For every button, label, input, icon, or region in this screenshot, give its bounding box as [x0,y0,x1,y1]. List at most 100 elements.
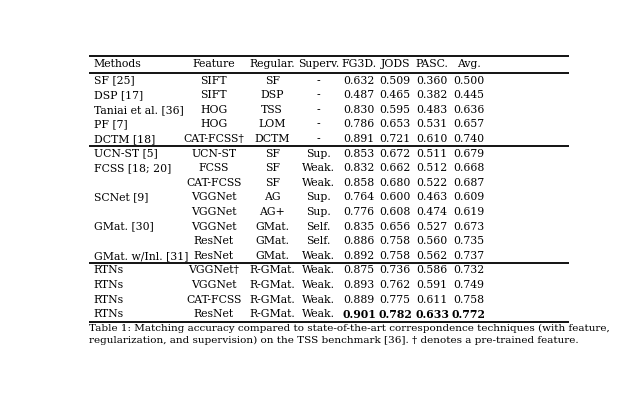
Text: Sup.: Sup. [306,207,331,217]
Text: VGGNet†: VGGNet† [188,265,239,275]
Text: 0.662: 0.662 [380,163,411,173]
Text: ResNet: ResNet [194,251,234,261]
Text: 0.875: 0.875 [344,265,375,275]
Text: 0.893: 0.893 [344,280,375,290]
Text: VGGNet: VGGNet [191,280,237,290]
Text: RTNs: RTNs [94,265,124,275]
Text: 0.758: 0.758 [380,251,411,261]
Text: Weak.: Weak. [302,265,335,275]
Text: 0.680: 0.680 [380,178,411,188]
Text: 0.735: 0.735 [453,236,484,246]
Text: DCTM: DCTM [255,134,290,144]
Text: UCN-ST: UCN-ST [191,149,237,159]
Text: SF [25]: SF [25] [94,76,134,86]
Text: 0.891: 0.891 [344,134,375,144]
Text: PASC.: PASC. [416,59,449,69]
Text: 0.762: 0.762 [380,280,411,290]
Text: RTNs: RTNs [94,309,124,319]
Text: 0.737: 0.737 [453,251,484,261]
Text: ResNet: ResNet [194,236,234,246]
Text: Taniai et al. [36]: Taniai et al. [36] [94,105,184,115]
Text: 0.487: 0.487 [344,90,375,100]
Text: RTNs: RTNs [94,280,124,290]
Text: 0.636: 0.636 [453,105,484,115]
Text: 0.608: 0.608 [380,207,411,217]
Text: 0.687: 0.687 [453,178,484,188]
Text: 0.633: 0.633 [415,309,449,320]
Text: 0.474: 0.474 [417,207,447,217]
Text: 0.782: 0.782 [378,309,412,320]
Text: HOG: HOG [200,105,228,115]
Text: 0.509: 0.509 [380,76,411,86]
Text: 0.786: 0.786 [344,119,375,129]
Text: FG3D.: FG3D. [342,59,377,69]
Text: R-GMat.: R-GMat. [250,280,295,290]
Text: 0.776: 0.776 [344,207,375,217]
Text: AG+: AG+ [259,207,285,217]
Text: SF: SF [265,163,280,173]
Text: 0.853: 0.853 [344,149,375,159]
Text: Methods: Methods [94,59,141,69]
Text: 0.749: 0.749 [453,280,484,290]
Text: 0.901: 0.901 [342,309,376,320]
Text: LOM: LOM [259,119,286,129]
Text: SF: SF [265,149,280,159]
Text: 0.483: 0.483 [417,105,448,115]
Text: 0.673: 0.673 [453,222,484,232]
Text: 0.500: 0.500 [453,76,484,86]
Text: -: - [317,76,321,86]
Text: RTNs: RTNs [94,294,124,305]
Text: 0.657: 0.657 [453,119,484,129]
Text: 0.522: 0.522 [417,178,448,188]
Text: 0.835: 0.835 [344,222,375,232]
Text: AG: AG [264,192,280,202]
Text: HOG: HOG [200,119,228,129]
Text: 0.591: 0.591 [417,280,448,290]
Text: Weak.: Weak. [302,309,335,319]
Text: UCN-ST [5]: UCN-ST [5] [94,149,157,159]
Text: Table 1: Matching accuracy compared to state-of-the-art correspondence technique: Table 1: Matching accuracy compared to s… [89,324,610,333]
Text: SIFT: SIFT [200,90,227,100]
Text: 0.595: 0.595 [380,105,411,115]
Text: Self.: Self. [307,236,331,246]
Text: 0.619: 0.619 [453,207,484,217]
Text: Weak.: Weak. [302,251,335,261]
Text: regularization, and supervision) on the TSS benchmark [36]. † denotes a pre-trai: regularization, and supervision) on the … [89,336,579,345]
Text: Self.: Self. [307,222,331,232]
Text: 0.562: 0.562 [417,251,448,261]
Text: SIFT: SIFT [200,76,227,86]
Text: SF: SF [265,178,280,188]
Text: SF: SF [265,76,280,86]
Text: 0.732: 0.732 [453,265,484,275]
Text: Avg.: Avg. [457,59,481,69]
Text: 0.772: 0.772 [452,309,486,320]
Text: 0.758: 0.758 [453,294,484,305]
Text: -: - [317,119,321,129]
Text: -: - [317,90,321,100]
Text: Superv.: Superv. [298,59,339,69]
Text: -: - [317,105,321,115]
Text: TSS: TSS [261,105,283,115]
Text: 0.672: 0.672 [380,149,411,159]
Text: VGGNet: VGGNet [191,192,237,202]
Text: 0.721: 0.721 [380,134,411,144]
Text: CAT-FCSS: CAT-FCSS [186,178,242,188]
Text: 0.611: 0.611 [417,294,448,305]
Text: GMat.: GMat. [255,222,289,232]
Text: GMat.: GMat. [255,251,289,261]
Text: 0.889: 0.889 [344,294,375,305]
Text: Weak.: Weak. [302,178,335,188]
Text: GMat.: GMat. [255,236,289,246]
Text: Regular.: Regular. [250,59,295,69]
Text: 0.527: 0.527 [417,222,448,232]
Text: 0.609: 0.609 [453,192,484,202]
Text: CAT-FCSS: CAT-FCSS [186,294,242,305]
Text: 0.610: 0.610 [417,134,448,144]
Text: Weak.: Weak. [302,163,335,173]
Text: 0.511: 0.511 [417,149,448,159]
Text: VGGNet: VGGNet [191,222,237,232]
Text: DCTM [18]: DCTM [18] [94,134,155,144]
Text: -: - [317,134,321,144]
Text: 0.360: 0.360 [417,76,448,86]
Text: R-GMat.: R-GMat. [250,309,295,319]
